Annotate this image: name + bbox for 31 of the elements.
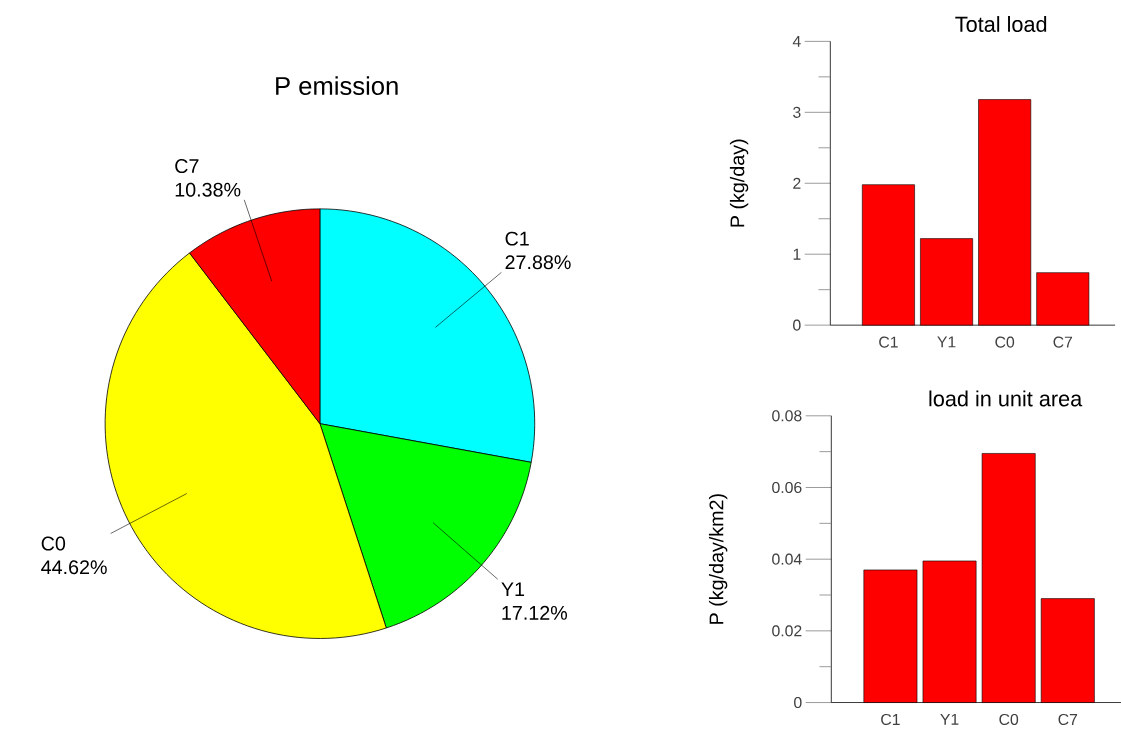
y-tick-label: 0.04 [772, 553, 802, 565]
x-tick-label: C7 [1058, 713, 1078, 726]
y-tick-label: 0.02 [772, 625, 802, 637]
chart-title: P emission [276, 76, 398, 95]
data-label: 17.12% [502, 605, 568, 620]
y-axis-title: P (kg/day) [729, 139, 749, 227]
slice-label: Y1 [501, 582, 525, 596]
y-tick-label: 2 [793, 177, 801, 189]
y-tick-label: 0.06 [772, 481, 802, 494]
chart-title: load in unit area [929, 390, 1083, 407]
data-label: 10.38% [175, 182, 241, 197]
x-tick-label: C0 [999, 713, 1019, 726]
y-tick-label: 3 [793, 106, 801, 118]
y-tick-label: 4 [792, 35, 801, 47]
x-tick-label: C1 [879, 336, 898, 348]
x-tick-label: Y1 [937, 336, 956, 348]
y-tick-label: 1 [793, 248, 801, 260]
data-label: 44.62% [41, 560, 107, 575]
y-tick-label: 0.08 [772, 410, 802, 422]
slice-label: C0 [41, 536, 66, 551]
data-label: 27.88% [505, 255, 571, 270]
chart-title: Total load [955, 16, 1047, 32]
x-tick-label: C0 [995, 336, 1015, 348]
y-axis-title: P (kg/day/km2) [708, 494, 728, 624]
y-tick-label: 0 [793, 319, 801, 331]
x-tick-label: C1 [881, 713, 900, 726]
x-tick-label: C7 [1053, 336, 1073, 348]
slice-label: C7 [175, 159, 199, 173]
x-tick-label: Y1 [940, 713, 959, 725]
slice-label: C1 [505, 231, 529, 246]
y-tick-label: 0 [794, 696, 802, 709]
